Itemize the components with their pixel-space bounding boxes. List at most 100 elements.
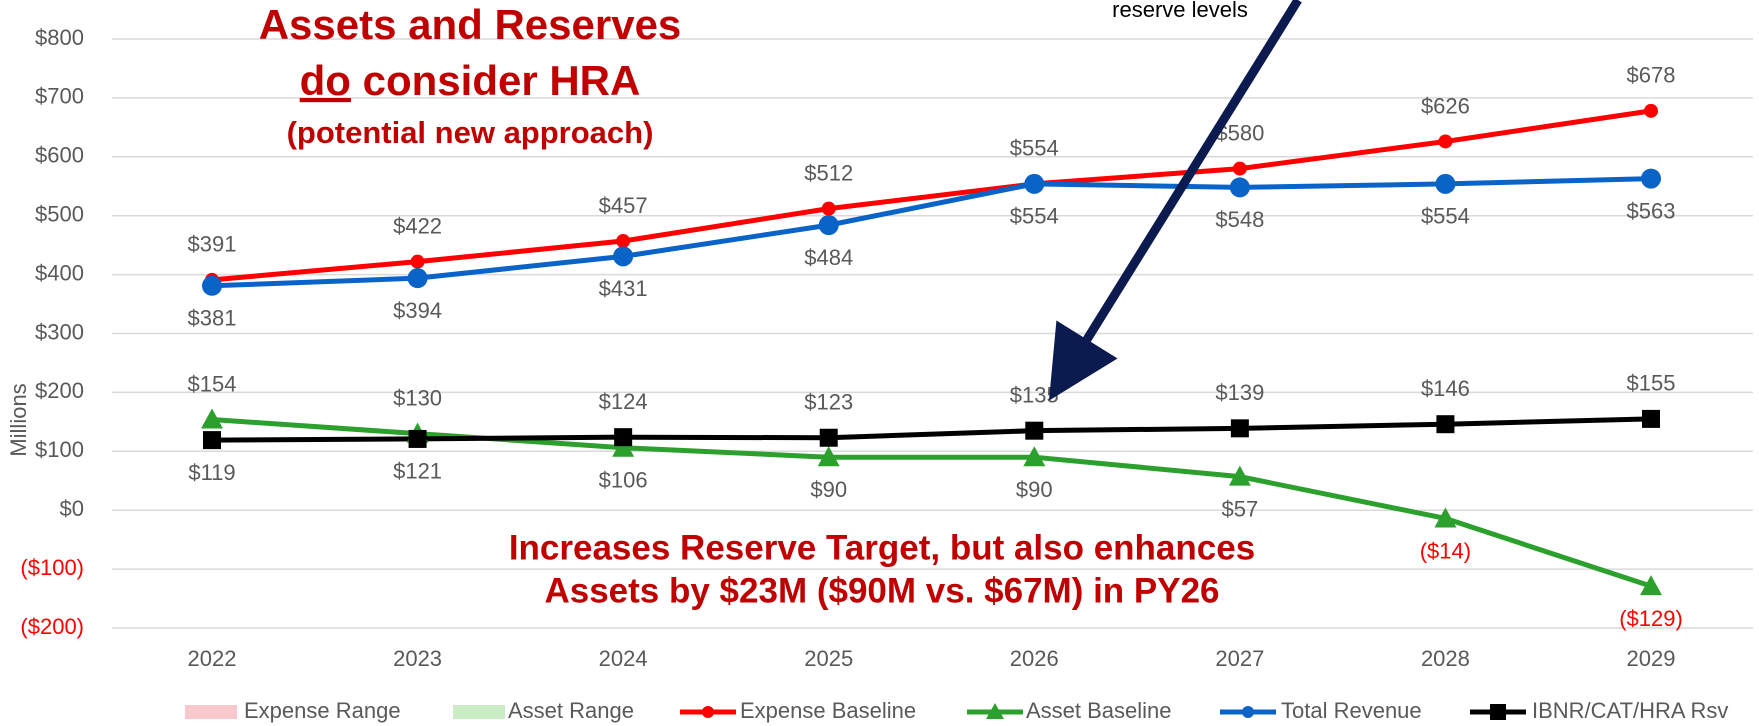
marker bbox=[202, 275, 222, 296]
legend-label: Total Revenue bbox=[1281, 698, 1422, 723]
y-tick-label: $800 bbox=[35, 25, 84, 50]
legend-label: Expense Baseline bbox=[740, 698, 916, 723]
y-tick-label: $300 bbox=[35, 319, 84, 344]
data-label: $130 bbox=[393, 385, 442, 410]
marker bbox=[1644, 103, 1658, 118]
y-tick-label: $500 bbox=[35, 202, 84, 227]
y-tick-label: $100 bbox=[35, 437, 84, 462]
data-label: $381 bbox=[188, 306, 237, 331]
marker bbox=[821, 201, 836, 216]
y-tick-label: $600 bbox=[35, 143, 84, 168]
legend-marker bbox=[986, 703, 1004, 719]
marker bbox=[819, 428, 838, 447]
data-label: $155 bbox=[1627, 371, 1676, 396]
chart-title: do consider HRA bbox=[300, 57, 641, 104]
data-label: $123 bbox=[804, 390, 853, 415]
data-label: $678 bbox=[1627, 63, 1676, 88]
data-label: $457 bbox=[599, 193, 648, 218]
marker bbox=[1434, 507, 1457, 528]
data-label: $554 bbox=[1010, 136, 1059, 161]
y-axis-label: Millions bbox=[6, 383, 31, 456]
data-label: $146 bbox=[1421, 376, 1470, 401]
x-tick-label: 2026 bbox=[1010, 646, 1059, 671]
x-tick-label: 2024 bbox=[599, 646, 648, 671]
marker bbox=[1438, 134, 1453, 149]
x-tick-label: 2023 bbox=[393, 646, 442, 671]
chart-subtitle: (potential new approach) bbox=[287, 115, 654, 150]
y-tick-label: $0 bbox=[60, 496, 84, 521]
marker bbox=[1229, 177, 1250, 198]
marker bbox=[1228, 465, 1251, 486]
data-label: $119 bbox=[188, 460, 235, 485]
data-label: $154 bbox=[188, 371, 237, 396]
series-line bbox=[211, 108, 1652, 283]
legend-swatch bbox=[185, 705, 237, 719]
x-tick-label: 2028 bbox=[1421, 646, 1470, 671]
legend-swatch bbox=[453, 705, 505, 719]
x-tick-label: 2022 bbox=[188, 646, 237, 671]
marker bbox=[1641, 168, 1661, 189]
marker bbox=[1640, 575, 1662, 596]
legend-label: Asset Range bbox=[508, 698, 634, 723]
marker bbox=[1024, 173, 1045, 194]
marker bbox=[1436, 415, 1455, 434]
data-label: $121 bbox=[393, 459, 442, 484]
data-label: $124 bbox=[599, 389, 648, 414]
y-tick-label: $700 bbox=[35, 84, 84, 109]
chart-title-underlined: do bbox=[300, 57, 351, 104]
legend-marker bbox=[1242, 706, 1254, 718]
series-line bbox=[211, 416, 1652, 589]
chart-title-rest: consider HRA bbox=[351, 57, 640, 104]
data-label: ($129) bbox=[1619, 606, 1683, 631]
marker bbox=[612, 436, 635, 457]
data-label: $139 bbox=[1215, 380, 1264, 405]
data-label: $431 bbox=[599, 276, 648, 301]
marker bbox=[1232, 161, 1247, 176]
data-label: $554 bbox=[1010, 204, 1059, 229]
data-label: $554 bbox=[1421, 204, 1470, 229]
legend-marker bbox=[702, 706, 714, 718]
annotation: Assets by $23M ($90M vs. $67M) in PY26 bbox=[544, 571, 1219, 610]
marker bbox=[616, 234, 631, 249]
legend-label: Expense Range bbox=[244, 698, 401, 723]
chart-title: Assets and Reserves bbox=[259, 1, 682, 48]
data-label: $391 bbox=[188, 232, 237, 257]
y-tick-label: ($200) bbox=[20, 614, 84, 639]
legend-label: IBNR/CAT/HRA Rsv bbox=[1532, 698, 1728, 723]
x-tick-label: 2027 bbox=[1215, 646, 1264, 671]
marker bbox=[408, 429, 427, 448]
marker bbox=[818, 215, 839, 236]
marker bbox=[410, 254, 425, 269]
data-label: $57 bbox=[1221, 496, 1258, 521]
series-line bbox=[211, 176, 1652, 289]
y-tick-label: $400 bbox=[35, 260, 84, 285]
data-label: $563 bbox=[1627, 198, 1676, 223]
annotation: Increases Reserve Target, but also enhan… bbox=[509, 528, 1255, 567]
marker bbox=[1025, 421, 1044, 440]
marker bbox=[1230, 419, 1249, 438]
data-label: $422 bbox=[393, 213, 442, 238]
marker bbox=[614, 428, 633, 447]
data-label: $394 bbox=[393, 298, 442, 323]
marker bbox=[1435, 173, 1456, 194]
data-label: $626 bbox=[1421, 93, 1470, 118]
marker bbox=[1023, 446, 1046, 467]
data-label: $106 bbox=[599, 468, 648, 493]
annotation: reserve levels bbox=[1112, 0, 1248, 22]
data-label: $90 bbox=[810, 477, 847, 502]
data-label: $90 bbox=[1016, 477, 1053, 502]
legend-marker bbox=[1490, 704, 1506, 720]
marker bbox=[203, 431, 221, 450]
marker bbox=[201, 408, 223, 429]
y-tick-label: $200 bbox=[35, 378, 84, 403]
marker bbox=[613, 246, 634, 267]
data-label: $484 bbox=[804, 245, 853, 270]
data-label: ($14) bbox=[1420, 538, 1471, 563]
y-tick-label: ($100) bbox=[20, 555, 84, 580]
data-label: $512 bbox=[804, 160, 853, 185]
data-label: $548 bbox=[1215, 207, 1264, 232]
series-line bbox=[211, 416, 1652, 443]
marker bbox=[1642, 409, 1660, 428]
x-tick-label: 2029 bbox=[1627, 646, 1676, 671]
